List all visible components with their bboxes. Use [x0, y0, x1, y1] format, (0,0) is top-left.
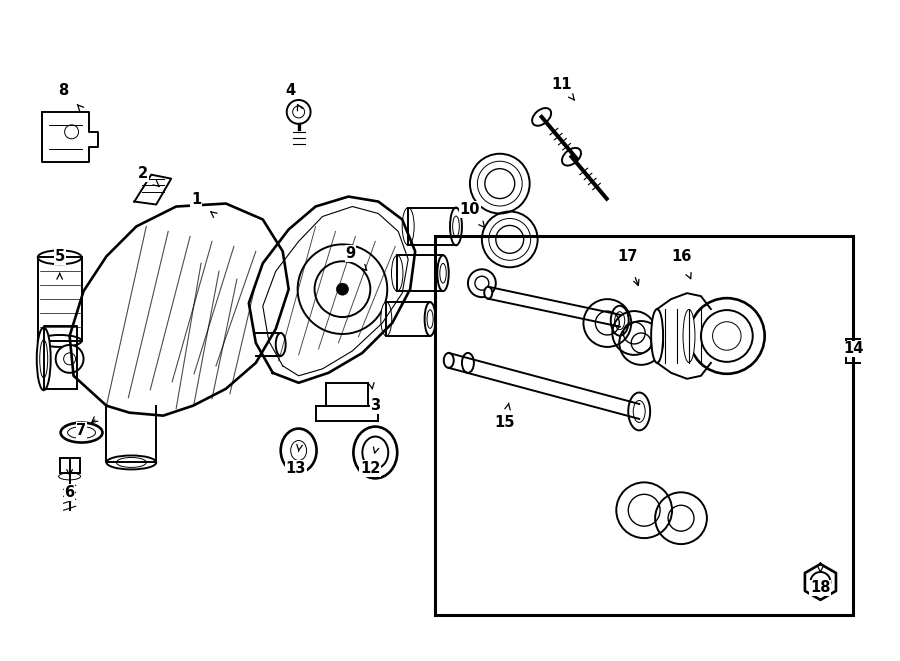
- Text: 14: 14: [843, 342, 863, 356]
- Ellipse shape: [425, 302, 436, 336]
- Text: 13: 13: [285, 461, 306, 476]
- Ellipse shape: [532, 108, 551, 126]
- Ellipse shape: [37, 327, 50, 390]
- Text: 2: 2: [139, 166, 148, 181]
- Text: 17: 17: [617, 249, 637, 264]
- Ellipse shape: [484, 287, 492, 299]
- Ellipse shape: [562, 148, 581, 165]
- Ellipse shape: [462, 353, 474, 373]
- Ellipse shape: [402, 208, 414, 245]
- Text: 5: 5: [55, 249, 65, 264]
- Text: 3: 3: [370, 398, 381, 413]
- Text: 9: 9: [346, 246, 356, 261]
- Text: 4: 4: [285, 83, 296, 98]
- Text: 8: 8: [58, 83, 68, 98]
- Ellipse shape: [611, 306, 629, 336]
- Circle shape: [689, 298, 765, 374]
- Text: 15: 15: [494, 415, 515, 430]
- Ellipse shape: [683, 309, 695, 362]
- Bar: [59, 459, 79, 473]
- Text: 18: 18: [810, 580, 831, 596]
- Bar: [435, 237, 853, 615]
- Ellipse shape: [628, 393, 650, 430]
- Text: 7: 7: [76, 423, 86, 438]
- Ellipse shape: [275, 333, 285, 356]
- Ellipse shape: [450, 208, 462, 245]
- Ellipse shape: [381, 302, 392, 336]
- Text: 1: 1: [191, 192, 202, 207]
- Ellipse shape: [106, 455, 157, 469]
- Circle shape: [56, 345, 84, 373]
- Ellipse shape: [652, 309, 663, 363]
- Text: 10: 10: [460, 202, 481, 217]
- Ellipse shape: [444, 353, 454, 368]
- Circle shape: [337, 283, 348, 295]
- Text: 6: 6: [65, 485, 75, 500]
- Text: 12: 12: [360, 461, 381, 476]
- Ellipse shape: [392, 255, 403, 291]
- Text: 16: 16: [670, 249, 691, 264]
- Bar: [38, 257, 82, 341]
- Text: 11: 11: [552, 77, 572, 91]
- Ellipse shape: [437, 255, 449, 291]
